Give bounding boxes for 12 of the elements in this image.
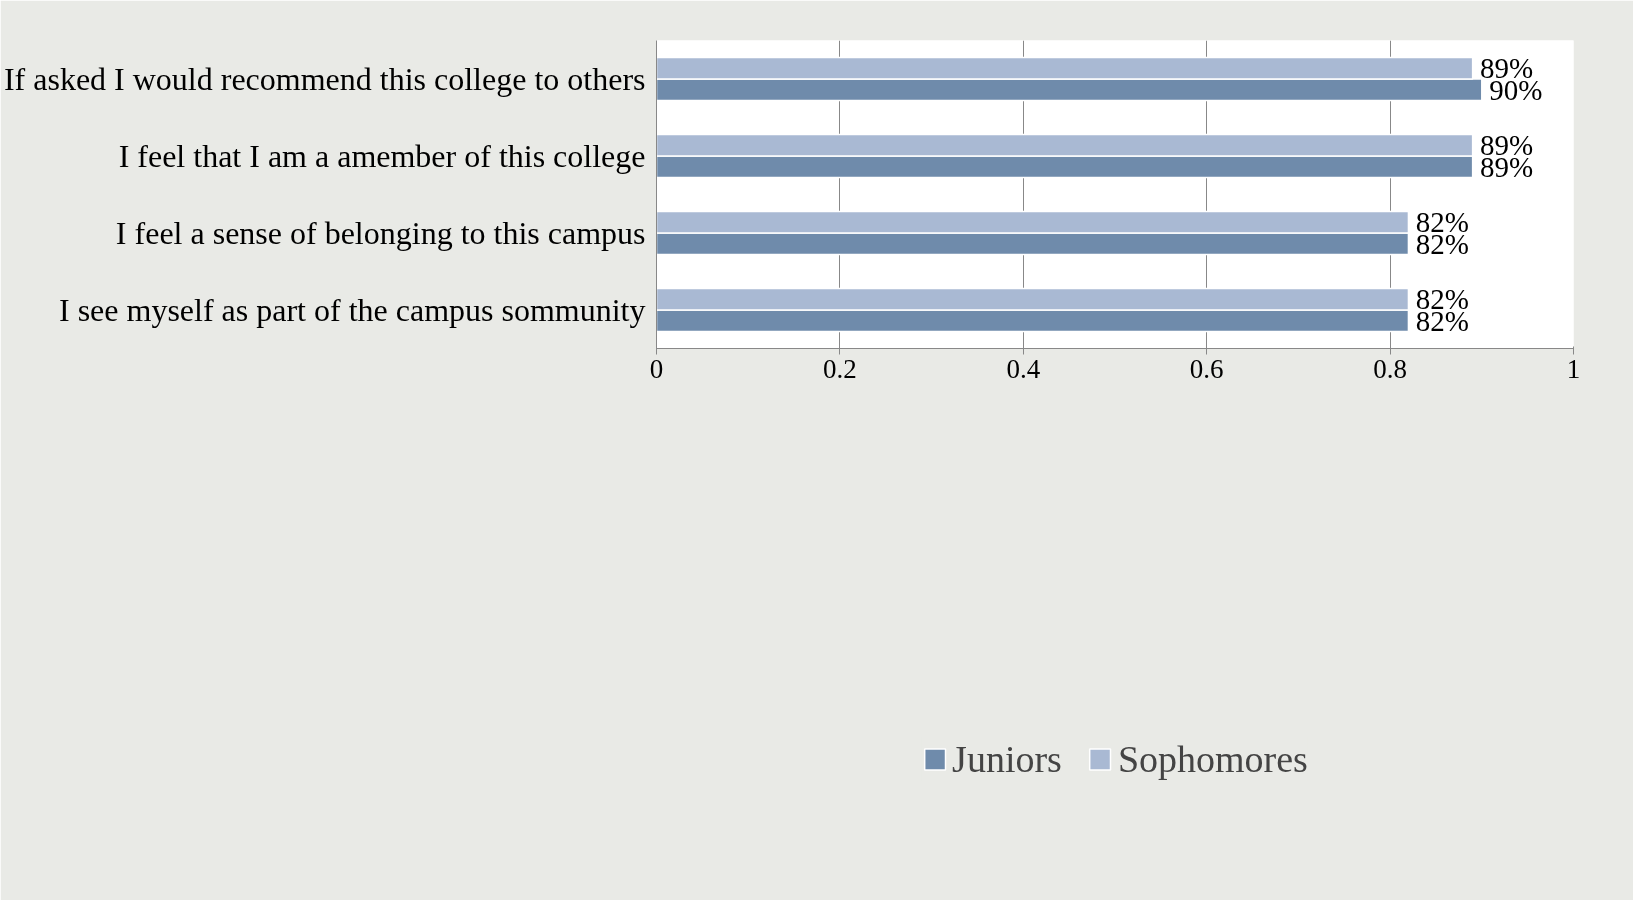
- legend-label: Juniors: [952, 737, 1062, 781]
- y-tick-label: I see myself as part of the campus sommunity: [58, 292, 646, 328]
- legend-label: Sophomores: [1117, 737, 1308, 781]
- y-tick-label: If asked I would recommend this college to others: [3, 61, 646, 97]
- x-tick-label: 0.4: [1006, 353, 1041, 384]
- x-tick-label: 0.6: [1189, 353, 1224, 384]
- x-tick-label: 1: [1566, 353, 1581, 384]
- x-tick-label: 0: [649, 353, 664, 384]
- y-tick-label: I feel that I am a amember of this college: [118, 138, 646, 174]
- x-tick-label: 0.2: [823, 353, 857, 384]
- y-tick-label: I feel a sense of belonging to this campus: [115, 215, 646, 251]
- x-tick-label: 0.8: [1373, 353, 1407, 384]
